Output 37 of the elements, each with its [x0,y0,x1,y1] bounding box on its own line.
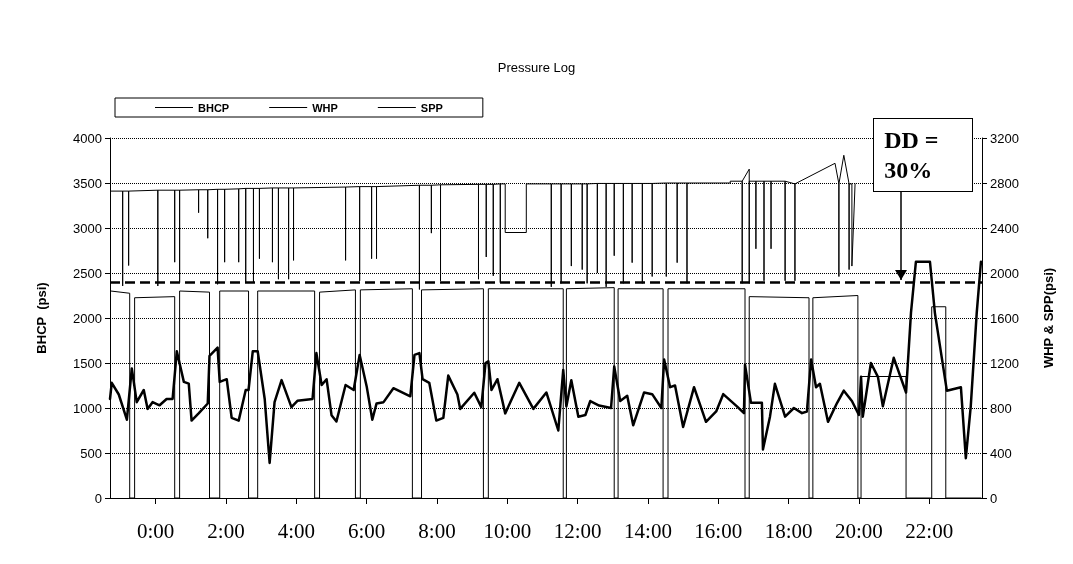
x-tick-label: 22:00 [905,518,954,543]
annotation: DD = 30% [873,118,974,192]
y-tick-label: 500 [80,445,102,461]
y2-axis-title: WHP & SPP(psi) [1041,267,1056,369]
x-tick-label: 12:00 [553,518,602,543]
y2-tick-label: 2800 [990,175,1019,191]
x-tick-label: 8:00 [418,518,456,543]
legend-label: WHP [312,101,338,114]
y-tick-label: 2000 [73,310,102,326]
x-tick-label: 18:00 [764,518,813,543]
y-tick-label: 1000 [73,400,102,416]
y-tick-label: 3500 [73,175,102,191]
y2-tick-label: 0 [990,490,998,506]
y2-tick-label: 1600 [990,310,1019,326]
y2-tick-label: 400 [990,445,1012,461]
y2-tick-label: 1200 [990,355,1019,371]
y-axis-title: BHCP (psi) [34,282,49,354]
x-tick-label: 16:00 [694,518,743,543]
x-tick-label: 20:00 [835,518,883,543]
y-tick-label: 3000 [73,220,102,236]
chart-title: Pressure Log [497,60,576,75]
x-tick-label: 6:00 [348,518,386,543]
y-tick-label: 1500 [73,355,102,371]
y-tick-label: 0 [94,490,102,506]
y2-tick-label: 2000 [990,265,1019,281]
x-tick-label: 2:00 [207,518,245,543]
y-tick-label: 4000 [73,130,102,146]
legend-label: BHCP [198,101,230,114]
y2-tick-label: 800 [990,400,1012,416]
x-tick-label: 0:00 [137,518,175,543]
x-tick-label: 14:00 [624,518,672,543]
legend-label: SPP [420,101,443,114]
y-tick-label: 2500 [73,265,102,281]
x-tick-label: 4:00 [277,518,316,543]
y2-tick-label: 2400 [990,220,1019,236]
x-tick-label: 10:00 [483,518,532,543]
y2-tick-label: 3200 [990,130,1019,146]
